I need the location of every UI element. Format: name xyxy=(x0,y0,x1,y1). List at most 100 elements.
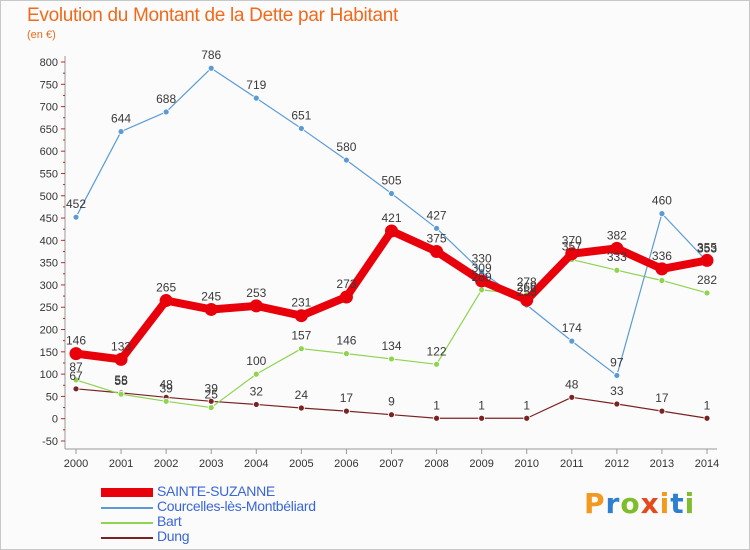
x-tick-label: 2014 xyxy=(695,458,719,470)
x-tick-label: 2011 xyxy=(560,458,584,470)
data-point xyxy=(162,108,170,116)
data-label: 33 xyxy=(610,384,624,398)
data-label: 17 xyxy=(340,391,354,405)
data-point xyxy=(520,293,534,307)
data-label: 370 xyxy=(562,234,582,248)
data-point xyxy=(207,404,215,411)
data-point xyxy=(117,390,125,398)
chart-subtitle: (en €) xyxy=(27,29,56,41)
data-label: 580 xyxy=(336,140,356,154)
data-label: 9 xyxy=(388,395,395,409)
data-label: 719 xyxy=(246,78,266,92)
y-tick-label: 0 xyxy=(52,414,58,426)
logo-letter: x xyxy=(640,487,660,520)
data-label: 55 xyxy=(114,374,128,388)
data-point xyxy=(613,266,621,274)
data-point xyxy=(658,407,666,415)
y-tick-label: 750 xyxy=(40,79,58,91)
data-label: 146 xyxy=(66,334,86,348)
data-point xyxy=(117,128,125,135)
data-point xyxy=(433,414,440,422)
data-label: 266 xyxy=(517,280,537,294)
data-label: 97 xyxy=(610,355,624,369)
data-label: 1 xyxy=(523,398,530,412)
proxiti-logo: Proxiti xyxy=(584,487,695,520)
data-point xyxy=(252,370,260,378)
data-point xyxy=(568,337,576,345)
data-label: 375 xyxy=(427,232,447,246)
data-label: 1 xyxy=(433,398,440,412)
y-tick-label: 800 xyxy=(40,57,58,69)
data-point xyxy=(655,262,669,276)
data-point xyxy=(297,345,305,353)
y-tick-label: -50 xyxy=(42,436,58,448)
y-tick-label: 600 xyxy=(40,146,58,158)
data-point xyxy=(658,277,666,284)
data-label: 253 xyxy=(246,286,266,300)
data-point xyxy=(523,414,531,422)
data-label: 1 xyxy=(478,398,485,412)
data-point xyxy=(294,309,308,323)
data-label: 146 xyxy=(336,334,356,348)
x-tick-label: 2007 xyxy=(379,458,403,470)
data-point xyxy=(700,253,714,267)
data-label: 309 xyxy=(472,261,492,275)
data-point xyxy=(565,247,579,261)
data-point xyxy=(343,407,350,415)
data-label: 786 xyxy=(201,48,221,62)
data-point xyxy=(297,404,305,412)
data-label: 421 xyxy=(381,211,401,225)
data-point xyxy=(613,372,621,379)
data-label: 87 xyxy=(69,360,83,374)
legend-swatch xyxy=(101,507,153,509)
data-label: 157 xyxy=(291,329,311,343)
x-tick-label: 2003 xyxy=(199,458,223,470)
data-point xyxy=(478,286,486,294)
data-label: 278 xyxy=(517,275,537,289)
data-point xyxy=(388,411,395,419)
data-label: 48 xyxy=(159,377,173,391)
y-tick-label: 300 xyxy=(40,280,58,292)
data-point xyxy=(475,274,489,288)
data-label: 353 xyxy=(697,241,717,255)
y-tick-label: 500 xyxy=(40,191,58,203)
y-tick-label: 650 xyxy=(40,124,58,136)
data-label: 39 xyxy=(205,381,219,395)
data-label: 355 xyxy=(697,240,717,254)
data-label: 265 xyxy=(156,281,176,295)
data-label: 133 xyxy=(111,339,131,353)
data-point xyxy=(703,289,711,297)
data-label: 25 xyxy=(205,388,219,402)
data-point xyxy=(339,290,353,304)
data-point xyxy=(69,347,83,361)
y-tick-label: 200 xyxy=(40,325,58,337)
data-label: 58 xyxy=(114,373,128,387)
data-label: 452 xyxy=(66,197,86,211)
data-point xyxy=(72,385,80,393)
x-tick-label: 2006 xyxy=(334,458,358,470)
data-point xyxy=(207,64,215,72)
logo-letter: i xyxy=(684,487,696,520)
data-point xyxy=(343,350,350,358)
data-point xyxy=(388,355,395,363)
data-point xyxy=(249,299,263,313)
legend-swatch xyxy=(101,537,153,539)
x-tick-label: 2004 xyxy=(244,458,268,470)
x-tick-label: 2001 xyxy=(109,458,133,470)
data-point xyxy=(343,156,350,164)
data-point xyxy=(114,352,128,366)
x-tick-label: 2013 xyxy=(650,458,674,470)
data-label: 357 xyxy=(562,240,582,254)
data-label: 24 xyxy=(295,388,309,402)
data-label: 330 xyxy=(472,252,492,266)
data-point xyxy=(658,210,666,218)
data-label: 460 xyxy=(652,194,672,208)
chart-title: Evolution du Montant de la Dette par Hab… xyxy=(27,5,398,26)
data-point xyxy=(162,397,170,405)
data-label: 688 xyxy=(156,92,176,106)
legend-label: Dung xyxy=(157,528,190,544)
data-label: 134 xyxy=(381,339,401,353)
data-point xyxy=(72,376,80,384)
legend-label: Bart xyxy=(157,513,182,529)
data-point xyxy=(204,302,218,316)
